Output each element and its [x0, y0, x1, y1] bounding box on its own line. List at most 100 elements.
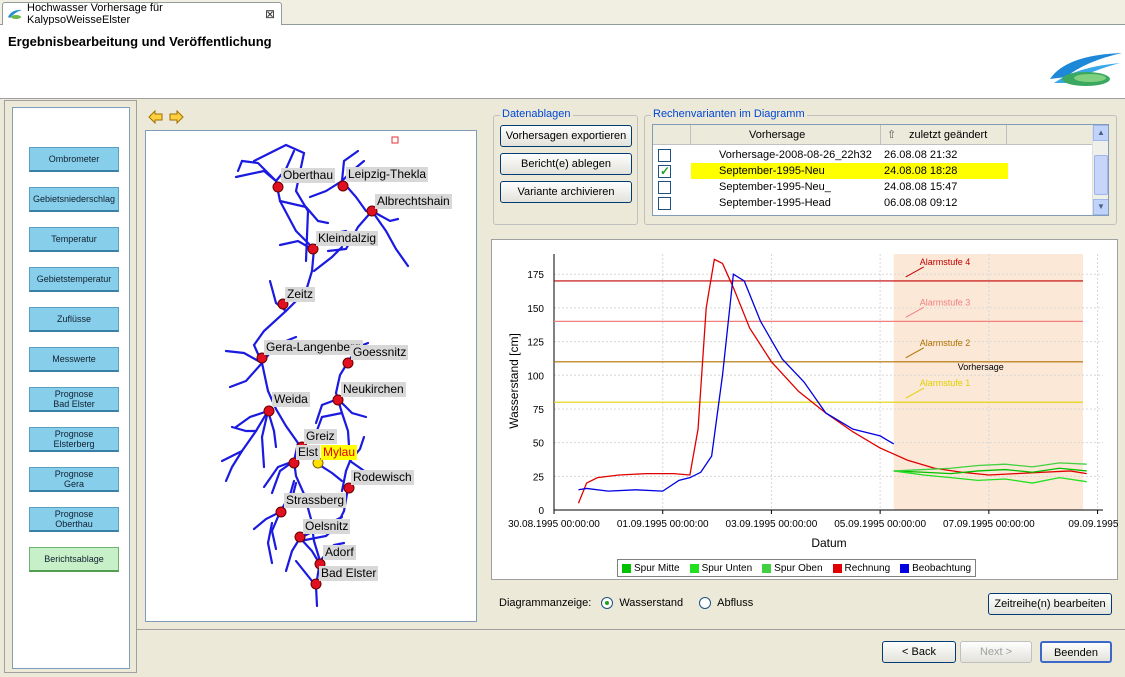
chart-svg: Wasserstand [cm] Datum 0 25 50 75 100 125 150 1…: [507, 254, 1125, 550]
station-label-bad-elster[interactable]: Bad Elster: [319, 566, 379, 581]
app-icon: [8, 9, 22, 19]
row-checkbox[interactable]: [658, 197, 671, 210]
page-title: Ergebnisbearbeitung und Veröffentlichung: [8, 34, 272, 49]
header-date-col[interactable]: ⇧ zuletzt geändert: [881, 125, 1007, 145]
station-marker-albrechtshain: [366, 205, 378, 217]
station-label-elst[interactable]: Elst: [296, 445, 321, 460]
tab-bar: Hochwasser Vorhersage für KalypsoWeisseE…: [0, 0, 1125, 26]
river-map[interactable]: Oberthau Leipzig-Thekla Albrechtshain Kl…: [145, 130, 477, 622]
table-row[interactable]: Vorhersage-2008-08-26_22h32 26.08.08 21:…: [653, 147, 1093, 163]
legend-swatch: [762, 563, 772, 573]
row-name: Vorhersage-2008-08-26_22h32: [719, 149, 872, 161]
row-checkbox[interactable]: [658, 149, 671, 162]
table-scrollbar[interactable]: ▲ ▼: [1092, 125, 1108, 215]
store-reports-button[interactable]: Bericht(e) ablegen: [500, 153, 632, 175]
station-label-leipzig-thekla[interactable]: Leipzig-Thekla: [346, 167, 429, 182]
sidebar-item-berichtsablage[interactable]: Berichtsablage: [29, 547, 119, 572]
x-tick-label: 07.09.1995 00:00:00: [943, 519, 1035, 530]
back-button[interactable]: < Back: [882, 641, 956, 663]
legend-item: Beobachtung: [900, 563, 971, 574]
table-row[interactable]: September-1995-Head 06.08.08 09:12: [653, 195, 1093, 211]
x-tick-label: 03.09.1995 00:00:00: [726, 519, 818, 530]
map-navigation: [148, 110, 184, 124]
series-line-rechnung: [577, 258, 1087, 504]
station-label-strassberg[interactable]: Strassberg: [284, 493, 347, 508]
legend-item: Spur Unten: [689, 563, 752, 574]
editor-tab[interactable]: Hochwasser Vorhersage für KalypsoWeisseE…: [2, 2, 282, 26]
station-label-kleindalzig[interactable]: Kleindalzig: [316, 231, 379, 246]
legend-label: Spur Mitte: [634, 562, 680, 574]
alarm-arrow: [905, 266, 924, 278]
export-forecasts-button[interactable]: Vorhersagen exportieren: [500, 125, 632, 147]
station-marker-leipzig-thekla: [337, 180, 349, 192]
alarm-arrow: [905, 306, 924, 318]
legend-swatch: [689, 563, 699, 573]
y-tick-label: 100: [527, 371, 544, 382]
radio-abfluss-label[interactable]: Abfluss: [717, 597, 754, 609]
row-checkbox[interactable]: [658, 163, 671, 179]
datenablagen-label: Datenablagen: [500, 108, 573, 120]
station-label-gera-langenberg[interactable]: Gera-Langenberg: [264, 340, 363, 355]
table-row[interactable]: September-1995-Neu_ 24.08.08 15:47: [653, 179, 1093, 195]
alarm-label: Alarmstufe 1: [920, 378, 971, 388]
sidebar-item-gebietstemperatur[interactable]: Gebietstemperatur: [29, 267, 119, 292]
station-label-weida[interactable]: Weida: [272, 392, 310, 407]
arrow-right-icon[interactable]: [169, 110, 184, 124]
station-label-oelsnitz[interactable]: Oelsnitz: [303, 519, 351, 534]
station-label-rodewisch[interactable]: Rodewisch: [351, 470, 414, 485]
station-label-mylau[interactable]: Mylau: [321, 445, 358, 460]
table-header: Vorhersage ⇧ zuletzt geändert: [653, 125, 1093, 145]
station-label-greiz[interactable]: Greiz: [304, 429, 337, 444]
y-tick-label: 25: [533, 472, 545, 483]
close-icon[interactable]: ⊠: [264, 7, 275, 21]
sidebar-item-prognose-gera[interactable]: Prognose Gera: [29, 467, 119, 492]
row-checkbox[interactable]: [658, 181, 671, 194]
sidebar-item-prognose-elsterberg[interactable]: Prognose Elsterberg: [29, 427, 119, 452]
y-tick-label: 0: [538, 506, 544, 517]
alarm-arrow: [905, 347, 924, 359]
hydrograph-chart[interactable]: Wasserstand [cm] Datum 0 25 50 75 100 125 150 1…: [491, 239, 1125, 580]
radio-wasserstand-label[interactable]: Wasserstand: [619, 597, 684, 609]
scroll-thumb[interactable]: [1094, 155, 1108, 195]
station-label-adorf[interactable]: Adorf: [323, 545, 356, 560]
sidebar-item-zufluesse[interactable]: Zuflüsse: [29, 307, 119, 332]
row-name: September-1995-Neu: [719, 165, 825, 177]
header-vorhersage[interactable]: Vorhersage: [691, 125, 881, 145]
sidebar-item-gebietsniederschlag[interactable]: Gebietsniederschlag: [29, 187, 119, 212]
x-tick-label: 30.08.1995 00:00:00: [508, 519, 600, 530]
edit-timeseries-button[interactable]: Zeitreihe(n) bearbeiten: [988, 593, 1112, 615]
x-tick-label: 05.09.1995 00:00:00: [834, 519, 926, 530]
archive-variant-button[interactable]: Variante archivieren: [500, 181, 632, 203]
map-marker-square: [391, 136, 399, 144]
radio-wasserstand[interactable]: [601, 597, 614, 609]
station-marker-elst: [288, 457, 300, 469]
series-line-spur-unten: [893, 470, 1087, 484]
scroll-up-icon[interactable]: ▲: [1093, 125, 1108, 141]
series-line-spur-mitte: [893, 467, 1087, 475]
legend-label: Rechnung: [844, 562, 891, 574]
legend-label: Beobachtung: [912, 562, 972, 574]
station-label-goessnitz[interactable]: Goessnitz: [351, 345, 409, 360]
finish-button[interactable]: Beenden: [1040, 641, 1112, 663]
radio-abfluss[interactable]: [699, 597, 712, 609]
station-marker-oberthau: [272, 181, 284, 193]
scroll-down-icon[interactable]: ▼: [1093, 199, 1108, 215]
rechenvarianten-group: Rechenvarianten im Diagramm: [644, 108, 1117, 225]
y-tick-label: 175: [527, 270, 544, 281]
sidebar-item-prognose-bad-elster[interactable]: Prognose Bad Elster: [29, 387, 119, 412]
diagram-options: Diagrammanzeige: Wasserstand Abfluss: [499, 597, 753, 609]
station-label-neukirchen[interactable]: Neukirchen: [341, 382, 406, 397]
legend-label: Spur Oben: [774, 562, 823, 574]
table-row[interactable]: September-1995-Neu 24.08.08 18:28: [653, 163, 1093, 179]
sidebar-item-ombrometer[interactable]: Ombrometer: [29, 147, 119, 172]
arrow-left-icon[interactable]: [148, 110, 163, 124]
series-line-spur-oben: [893, 462, 1087, 472]
sidebar-item-prognose-oberthau[interactable]: Prognose Oberthau: [29, 507, 119, 532]
station-label-oberthau[interactable]: Oberthau: [281, 168, 336, 183]
station-label-zeitz[interactable]: Zeitz: [285, 287, 316, 302]
y-tick-label: 150: [527, 304, 544, 315]
alarm-label: Alarmstufe 4: [920, 257, 971, 267]
station-label-albrechtshain[interactable]: Albrechtshain: [375, 194, 452, 209]
sidebar-item-messwerte[interactable]: Messwerte: [29, 347, 119, 372]
sidebar-item-temperatur[interactable]: Temperatur: [29, 227, 119, 252]
